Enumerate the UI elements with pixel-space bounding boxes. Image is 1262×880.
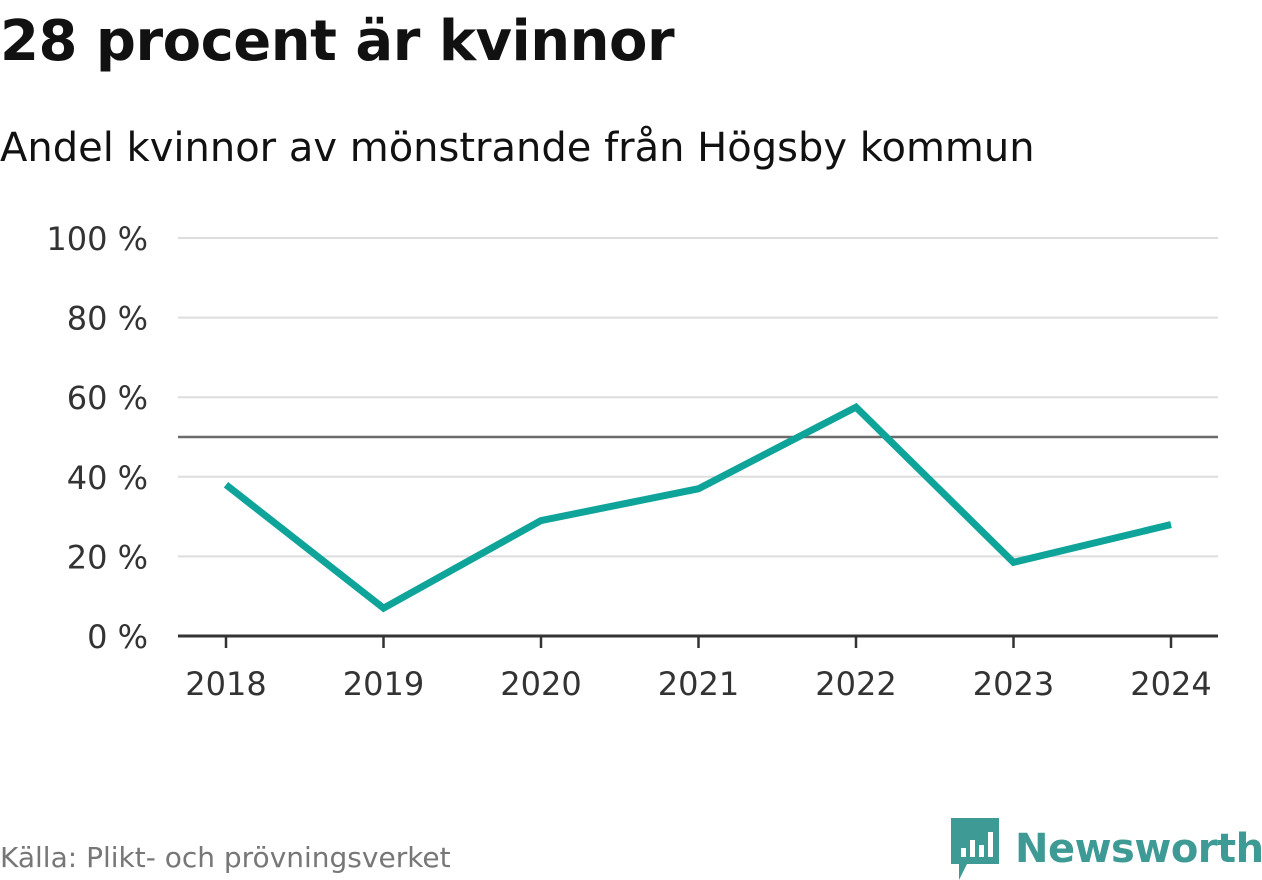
- y-tick-label-20: 20 %: [67, 538, 148, 576]
- y-tick-label-80: 80 %: [67, 300, 148, 338]
- newsworthy-logo-icon: [951, 818, 999, 880]
- x-tick-label-2023: 2023: [973, 665, 1054, 703]
- x-tick-label-2021: 2021: [658, 665, 739, 703]
- x-tick-label-2019: 2019: [343, 665, 424, 703]
- x-tick-label-2020: 2020: [500, 665, 581, 703]
- x-tick-label-2018: 2018: [185, 665, 266, 703]
- x-tick-label-2022: 2022: [815, 665, 896, 703]
- y-tick-label-40: 40 %: [67, 459, 148, 497]
- brand-name: Newsworthy: [1015, 826, 1262, 872]
- y-tick-label-60: 60 %: [67, 379, 148, 417]
- brand-logo: Newsworthy: [951, 818, 1262, 880]
- x-tick-label-2024: 2024: [1130, 665, 1211, 703]
- y-tick-label-100: 100 %: [46, 220, 148, 258]
- source-note: Källa: Plikt- och prövningsverket: [0, 841, 451, 875]
- y-tick-label-0: 0 %: [87, 618, 148, 656]
